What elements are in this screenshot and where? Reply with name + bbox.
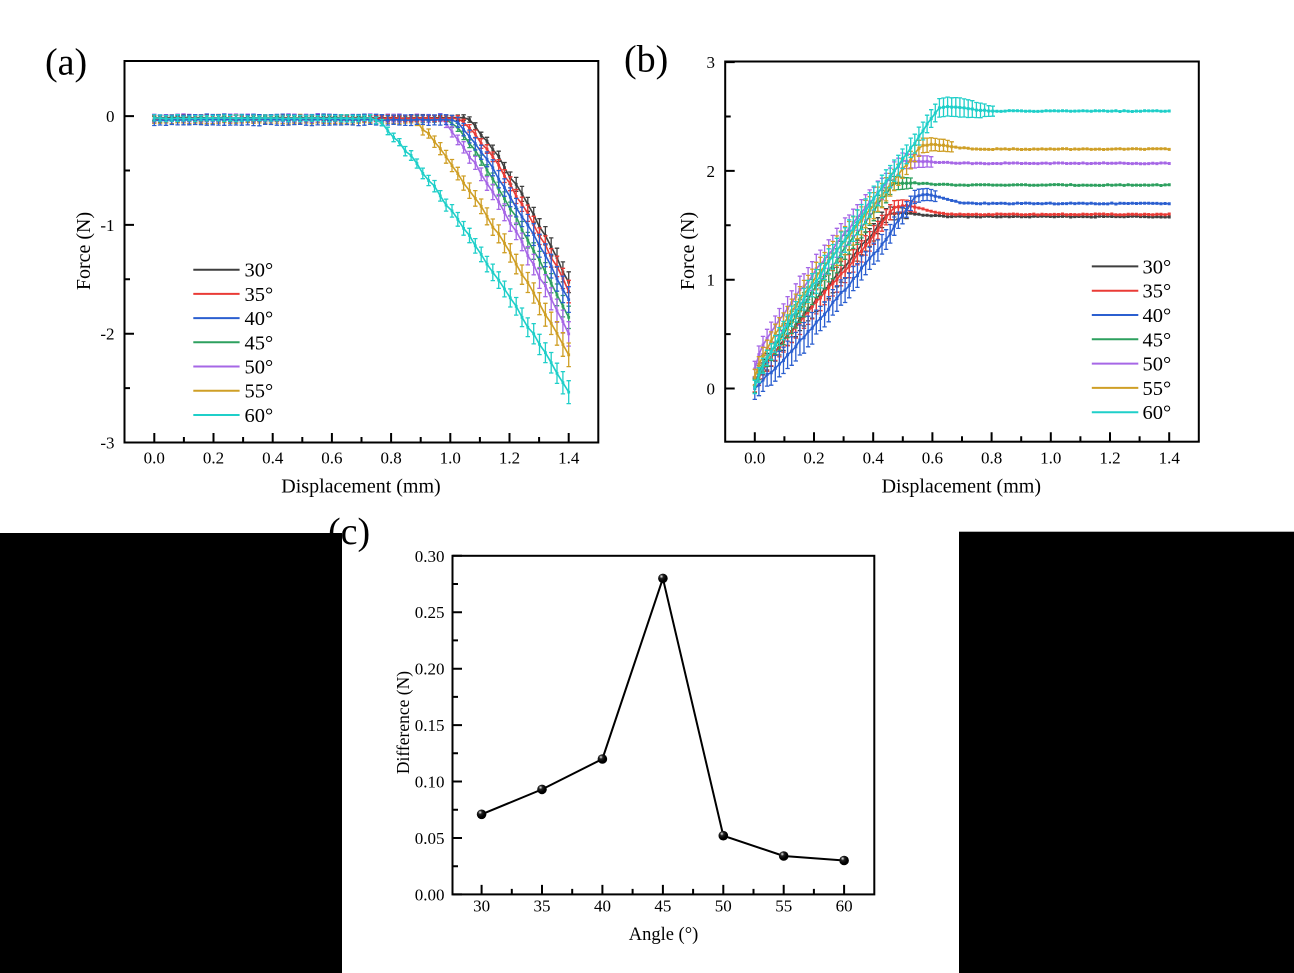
svg-text:35: 35 (534, 897, 551, 916)
svg-text:Difference (N): Difference (N) (393, 671, 413, 774)
svg-text:0.00: 0.00 (415, 885, 445, 904)
svg-text:3: 3 (707, 53, 716, 72)
svg-text:0.6: 0.6 (922, 449, 943, 468)
svg-text:0.10: 0.10 (415, 773, 445, 792)
svg-text:0.4: 0.4 (863, 449, 885, 468)
svg-text:1.2: 1.2 (1099, 449, 1120, 468)
svg-text:55°: 55° (245, 381, 274, 403)
svg-text:0.2: 0.2 (203, 449, 224, 468)
svg-text:30: 30 (473, 897, 490, 916)
svg-text:Displacement (mm): Displacement (mm) (281, 476, 440, 498)
svg-text:0.6: 0.6 (321, 449, 342, 468)
svg-text:60: 60 (836, 897, 853, 916)
svg-text:45°: 45° (1143, 329, 1172, 351)
svg-text:1.4: 1.4 (558, 449, 580, 468)
svg-text:50°: 50° (1143, 354, 1172, 376)
svg-text:0: 0 (106, 107, 115, 126)
svg-text:40: 40 (594, 897, 611, 916)
svg-text:40°: 40° (1143, 305, 1172, 327)
svg-text:1.2: 1.2 (499, 449, 520, 468)
svg-text:0.2: 0.2 (803, 449, 824, 468)
svg-text:Displacement (mm): Displacement (mm) (882, 476, 1041, 498)
svg-text:45°: 45° (245, 332, 274, 354)
svg-text:-3: -3 (100, 434, 114, 453)
svg-text:1: 1 (707, 271, 716, 290)
svg-text:60°: 60° (1143, 402, 1172, 424)
svg-text:50°: 50° (245, 357, 274, 379)
svg-text:-1: -1 (100, 216, 114, 235)
svg-text:40°: 40° (245, 308, 274, 330)
svg-text:1.0: 1.0 (1040, 449, 1061, 468)
svg-text:(a): (a) (45, 42, 87, 84)
svg-text:60°: 60° (245, 405, 274, 427)
svg-text:35°: 35° (245, 284, 274, 306)
svg-text:55: 55 (775, 897, 792, 916)
svg-text:1.0: 1.0 (440, 449, 461, 468)
svg-text:0.4: 0.4 (262, 449, 284, 468)
svg-text:2: 2 (707, 162, 716, 181)
svg-text:50: 50 (715, 897, 732, 916)
svg-text:0.20: 0.20 (415, 660, 445, 679)
svg-text:45: 45 (654, 897, 671, 916)
svg-text:30°: 30° (245, 260, 274, 282)
svg-text:0.8: 0.8 (981, 449, 1002, 468)
svg-text:Force (N): Force (N) (73, 212, 95, 290)
svg-text:1.4: 1.4 (1159, 449, 1181, 468)
svg-text:0.15: 0.15 (415, 716, 445, 735)
svg-text:35°: 35° (1143, 281, 1172, 303)
svg-text:0.0: 0.0 (144, 449, 165, 468)
svg-text:0.05: 0.05 (415, 829, 445, 848)
svg-text:Angle (°): Angle (°) (629, 925, 699, 945)
svg-text:0.30: 0.30 (415, 547, 445, 566)
svg-text:(b): (b) (624, 39, 668, 81)
svg-text:0.8: 0.8 (380, 449, 401, 468)
svg-text:55°: 55° (1143, 378, 1172, 400)
svg-text:0: 0 (707, 380, 716, 399)
svg-text:0.25: 0.25 (415, 603, 445, 622)
svg-text:0.0: 0.0 (744, 449, 765, 468)
svg-text:Force (N): Force (N) (677, 212, 699, 290)
svg-text:30°: 30° (1143, 256, 1172, 278)
svg-text:-2: -2 (100, 325, 114, 344)
